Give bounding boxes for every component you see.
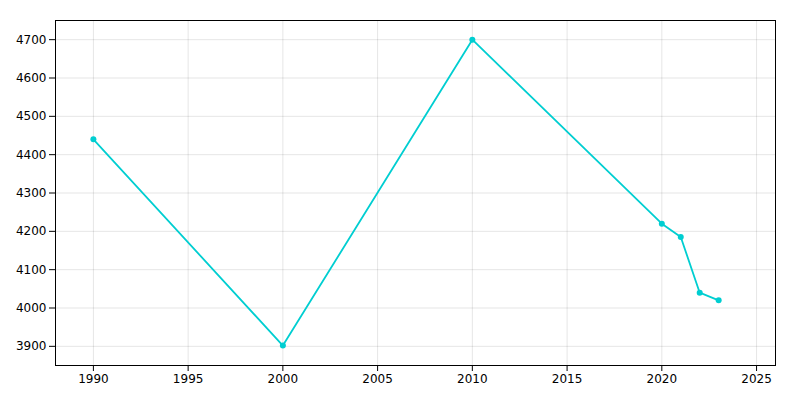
svg-text:4000: 4000 — [16, 301, 47, 315]
svg-text:4100: 4100 — [16, 263, 47, 277]
svg-text:2015: 2015 — [552, 372, 583, 386]
svg-text:4300: 4300 — [16, 186, 47, 200]
svg-text:3900: 3900 — [16, 339, 47, 353]
svg-text:4700: 4700 — [16, 33, 47, 47]
svg-text:2025: 2025 — [741, 372, 772, 386]
svg-text:4400: 4400 — [16, 148, 47, 162]
svg-text:2010: 2010 — [457, 372, 488, 386]
svg-text:4200: 4200 — [16, 224, 47, 238]
svg-text:1995: 1995 — [173, 372, 204, 386]
svg-text:4500: 4500 — [16, 109, 47, 123]
svg-text:1990: 1990 — [78, 372, 109, 386]
svg-text:2005: 2005 — [362, 372, 393, 386]
svg-text:4600: 4600 — [16, 71, 47, 85]
svg-text:2020: 2020 — [647, 372, 678, 386]
svg-text:2000: 2000 — [268, 372, 299, 386]
